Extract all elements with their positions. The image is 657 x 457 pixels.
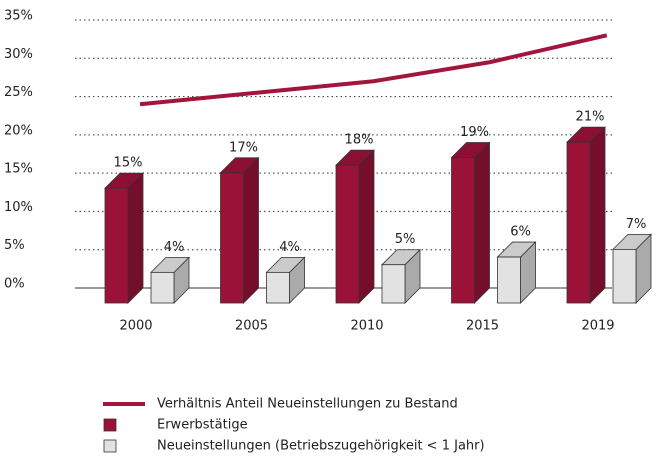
legend-swatch — [103, 418, 117, 432]
bar-front — [104, 187, 129, 304]
bar — [381, 248, 421, 304]
x-tick-label: 2010 — [350, 319, 383, 334]
bar-front — [266, 271, 290, 304]
legend-label: Neueinstellungen (Betriebszugehörigkeit … — [157, 439, 485, 454]
bar — [265, 256, 306, 304]
bar-front — [451, 157, 475, 304]
data-label: 4% — [279, 240, 300, 255]
bar — [219, 156, 260, 304]
data-label: 15% — [114, 156, 143, 171]
bar-front — [381, 264, 406, 304]
data-label: 6% — [510, 225, 531, 240]
bar — [150, 256, 190, 304]
y-tick-label: 15% — [4, 162, 33, 177]
data-label: 4% — [164, 240, 185, 255]
y-tick-label: 30% — [4, 47, 33, 62]
data-label: 21% — [576, 110, 605, 125]
legend-label: Erwerbstätige — [157, 418, 248, 433]
data-label: 7% — [626, 217, 647, 232]
bar — [566, 126, 606, 304]
data-label: 19% — [460, 125, 489, 140]
bar-front — [566, 141, 591, 304]
x-tick-label: 2019 — [581, 319, 614, 334]
y-tick-label: 35% — [4, 9, 33, 24]
data-label: 18% — [345, 133, 374, 148]
bar-side — [358, 149, 375, 304]
y-tick-label: 0% — [4, 277, 25, 292]
y-tick-label: 5% — [4, 238, 25, 253]
x-tick-label: 2015 — [466, 319, 499, 334]
bar — [335, 149, 375, 304]
legend-swatch — [103, 439, 117, 453]
x-tick-label: 2000 — [119, 319, 152, 334]
bar — [496, 241, 537, 304]
bar — [450, 141, 491, 304]
bar-side — [589, 126, 606, 304]
bar-front — [497, 256, 521, 304]
bar-front — [335, 164, 360, 304]
bar-front — [220, 172, 244, 304]
data-label: 5% — [395, 232, 416, 247]
bar — [104, 172, 144, 304]
bar-side — [243, 156, 259, 304]
x-tick-label: 2005 — [235, 319, 268, 334]
bar — [612, 233, 652, 304]
y-tick-label: 25% — [4, 85, 33, 100]
legend-label: Verhältnis Anteil Neueinstellungen zu Be… — [157, 397, 458, 412]
bar-side — [474, 141, 490, 304]
bar-front — [150, 271, 175, 304]
y-tick-label: 10% — [4, 200, 33, 215]
data-label: 17% — [229, 140, 258, 155]
bar-side — [127, 172, 144, 304]
bar-front — [612, 248, 637, 304]
y-tick-label: 20% — [4, 123, 33, 138]
line — [139, 33, 608, 107]
